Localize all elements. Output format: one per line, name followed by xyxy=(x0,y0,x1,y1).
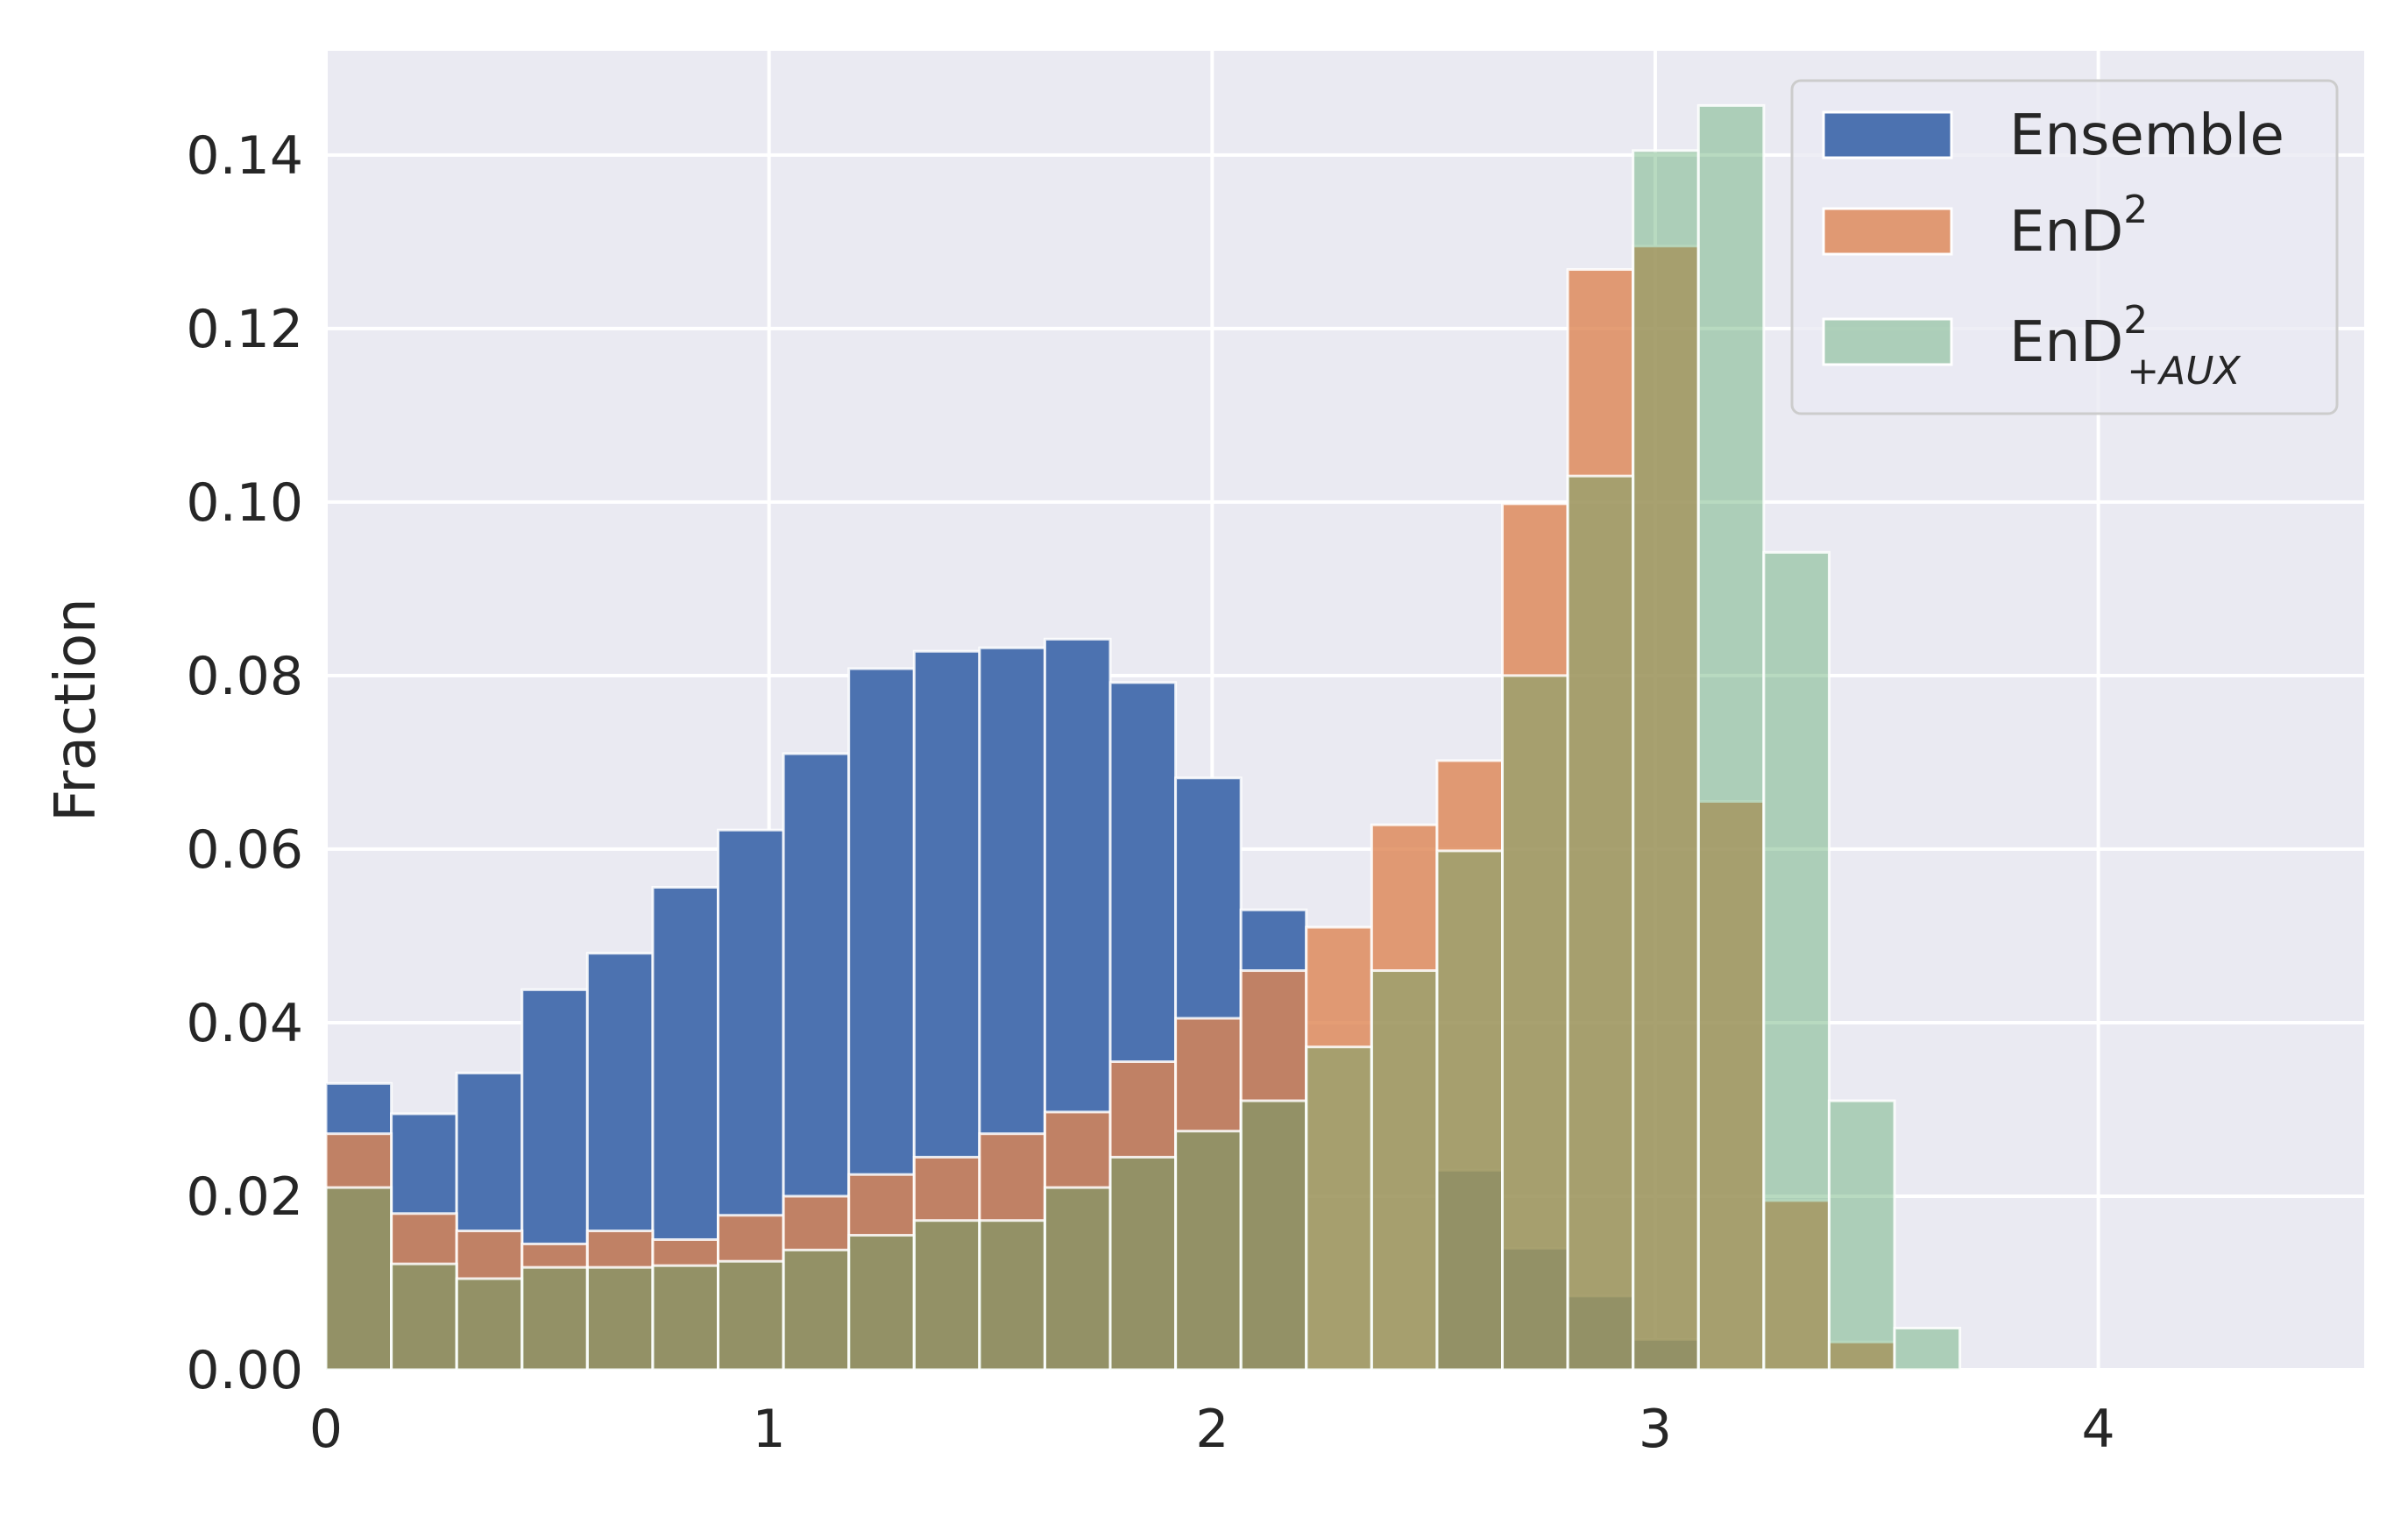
bars xyxy=(324,103,1962,1371)
histogram-bar xyxy=(847,1173,916,1371)
x-tick-label: 3 xyxy=(1639,1399,1672,1460)
histogram-bar xyxy=(390,1262,458,1371)
histogram-bar xyxy=(390,1212,458,1371)
legend-entry-label: EnD2 +AUX xyxy=(2009,298,2241,393)
histogram-bar xyxy=(1501,674,1569,1371)
y-tick-label: 0.10 xyxy=(186,472,303,534)
series-2-bars xyxy=(324,245,1896,1371)
x-tick-label: 1 xyxy=(753,1399,786,1460)
histogram-bar xyxy=(1174,1130,1243,1371)
histogram-bar xyxy=(455,1277,524,1371)
histogram-bar xyxy=(717,1259,785,1371)
histogram-bar xyxy=(1696,799,1766,1371)
histogram-bar xyxy=(1827,1099,1896,1371)
histogram-bar xyxy=(1435,849,1505,1371)
histogram-bar xyxy=(585,1265,655,1371)
histogram-bar xyxy=(912,1219,981,1371)
x-tick-label: 2 xyxy=(1195,1399,1229,1460)
legend-swatch xyxy=(1822,110,1953,159)
y-axis-label: Fraction xyxy=(44,598,109,821)
y-tick-label: 0.02 xyxy=(186,1166,303,1228)
legend: Ensemble EnD2 EnD2 +AUX xyxy=(1790,79,2339,415)
x-tick-label: 4 xyxy=(2082,1399,2115,1460)
histogram-bar xyxy=(521,1242,589,1371)
histogram-bar xyxy=(521,1265,589,1371)
histogram-bar xyxy=(651,1264,720,1371)
histogram-bar xyxy=(1305,1045,1373,1371)
histogram-bar xyxy=(1043,1186,1112,1371)
histogram-bar xyxy=(1239,1099,1308,1371)
histogram-bar xyxy=(1108,1155,1178,1371)
y-tick-label: 0.00 xyxy=(186,1340,303,1401)
histogram-bar xyxy=(324,1132,393,1371)
legend-entry-label: Ensemble xyxy=(2009,103,2284,168)
legend-swatch xyxy=(1822,317,1953,366)
histogram-bar xyxy=(1632,149,1700,1371)
histogram-bar xyxy=(1566,474,1635,1371)
legend-entry-label: EnD2 xyxy=(2009,188,2148,265)
legend-swatch xyxy=(1822,207,1953,256)
histogram-bar xyxy=(847,1234,916,1371)
histogram-bar xyxy=(455,1230,524,1371)
y-tick-label: 0.14 xyxy=(186,125,303,187)
series-3-bars xyxy=(324,103,1962,1371)
y-tick-label: 0.08 xyxy=(186,646,303,707)
histogram-bar xyxy=(1501,502,1569,1371)
histogram-bar xyxy=(782,1194,851,1371)
y-tick-label: 0.04 xyxy=(186,993,303,1054)
histogram-bar xyxy=(1696,103,1766,1371)
histogram-bar xyxy=(1305,925,1373,1371)
histogram-bar xyxy=(324,1186,393,1371)
histogram-bar xyxy=(1370,969,1439,1371)
histogram-bar xyxy=(978,1219,1046,1371)
histogram-bar xyxy=(1632,245,1700,1371)
legend-box xyxy=(1790,79,2339,415)
y-tick-label: 0.12 xyxy=(186,299,303,360)
tick-labels: 0.00 0.02 0.04 0.06 0.08 0.10 0.12 0.14 0 1 2 3 4 xyxy=(186,125,2114,1460)
histogram-bar xyxy=(782,1248,851,1371)
histogram-bar xyxy=(1762,550,1831,1371)
histogram-bar xyxy=(1893,1326,1962,1371)
x-tick-label: 0 xyxy=(309,1399,343,1460)
y-tick-label: 0.06 xyxy=(186,819,303,881)
